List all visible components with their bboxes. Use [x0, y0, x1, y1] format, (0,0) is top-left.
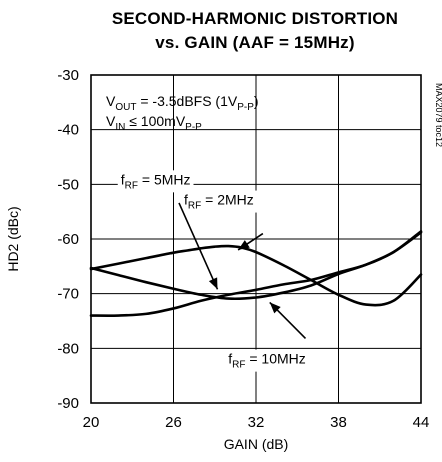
label-5mhz-arrowhead — [208, 277, 218, 290]
y-tick-label: -50 — [57, 176, 79, 193]
x-tick-label: 20 — [83, 414, 100, 431]
chart-title-line1: SECOND-HARMONIC DISTORTION — [112, 9, 398, 28]
condition-text: VIN ≤ 100mVP-P — [106, 113, 202, 133]
label-2mhz-backdrop — [181, 190, 257, 213]
series-curves — [89, 230, 423, 317]
y-tick-label: -30 — [57, 67, 79, 84]
series-10mhz-curve — [89, 230, 423, 317]
x-tick-label: 26 — [165, 414, 182, 431]
label-2mhz: fRF = 2MHz — [184, 192, 254, 212]
figure-id-label: MAX2079 toc12 — [434, 83, 442, 147]
label-2mhz-arrowhead — [238, 240, 250, 250]
label-10mhz: fRF = 10MHz — [228, 351, 306, 371]
plot-frame — [90, 74, 422, 404]
label-10mhz-backdrop — [225, 349, 309, 372]
y-tick-label: -60 — [57, 231, 79, 248]
label-5mhz-backdrop — [117, 170, 194, 193]
chart-title-line2: vs. GAIN (AAF = 15MHz) — [155, 33, 354, 52]
condition-text: VOUT = -3.5dBFS (1VP-P) — [106, 93, 259, 113]
test-conditions: VOUT = -3.5dBFS (1VP-P)VIN ≤ 100mVP-P — [106, 93, 259, 133]
label-5mhz-arrow — [178, 202, 219, 290]
y-axis-label: HD2 (dBc) — [5, 206, 21, 271]
label-10mhz-arrowhead — [269, 302, 281, 314]
x-tick-label: 32 — [248, 414, 265, 431]
tick-labels: 20 26 32 38 44 -30 -40 -50 -60 -70 -80 -90 — [57, 67, 429, 431]
y-tick-label: -90 — [57, 395, 79, 412]
y-tick-label: -40 — [57, 122, 79, 139]
x-tick-label: 38 — [330, 414, 347, 431]
y-tick-label: -80 — [57, 340, 79, 357]
x-tick-label: 44 — [413, 414, 430, 431]
label-5mhz: fRF = 5MHz — [121, 171, 191, 191]
x-axis-label: GAIN (dB) — [224, 436, 289, 452]
y-tick-label: -70 — [57, 286, 79, 303]
series-2mhz-curve — [89, 244, 423, 307]
